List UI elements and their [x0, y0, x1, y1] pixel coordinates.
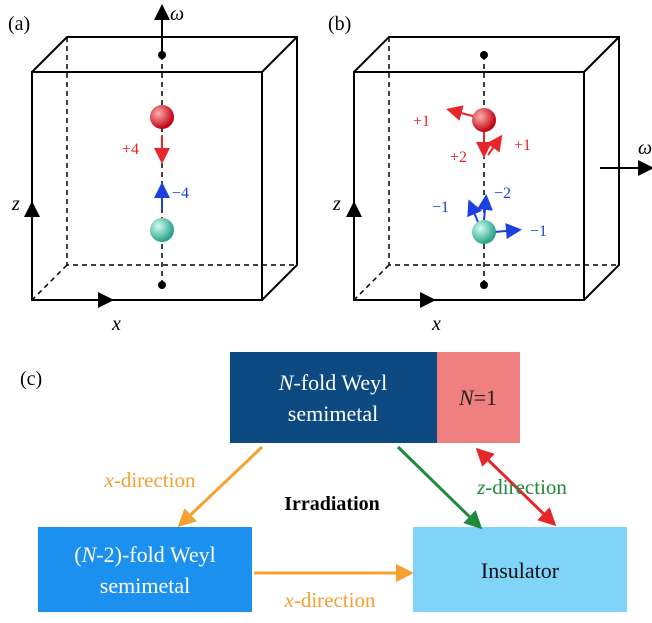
axis-label: ω — [638, 137, 652, 159]
weyl-node-red — [472, 108, 496, 132]
node-label: N-fold Weyl — [278, 370, 387, 395]
charge: −1 — [530, 223, 547, 240]
panel-b — [354, 37, 650, 300]
charge: +1 — [413, 113, 430, 130]
node-label: (N-2)-fold Weyl — [74, 542, 215, 567]
node-label: semimetal — [100, 573, 190, 598]
hidden-edges — [32, 37, 297, 300]
node-box — [38, 527, 252, 612]
dot — [158, 281, 166, 289]
weyl-node-red — [150, 105, 174, 129]
axis-label: z — [11, 193, 20, 215]
panel-label: (a) — [8, 13, 30, 35]
edge-label: x-direction — [284, 588, 376, 612]
box — [32, 37, 297, 300]
node-label: semimetal — [288, 401, 378, 426]
axis-label: ω — [170, 3, 184, 25]
charge: −2 — [494, 185, 511, 202]
figure: (a) ω z x +4 −4 (b) ω z x +1 +2 +1 −1 −2… — [0, 0, 652, 623]
charge: −4 — [172, 185, 189, 202]
edge-label: x-direction — [104, 468, 196, 492]
dot — [480, 281, 488, 289]
dot — [480, 51, 488, 59]
node-label: Insulator — [481, 558, 560, 583]
center-label: Irradiation — [284, 493, 380, 515]
weyl-node-green — [150, 218, 174, 242]
axis-label: x — [431, 313, 441, 335]
node-box — [230, 352, 437, 443]
charge: +1 — [514, 137, 531, 154]
charge: −1 — [432, 199, 449, 216]
hidden-edges — [354, 37, 619, 300]
charge: +2 — [450, 149, 467, 166]
edge-label: z-direction — [476, 475, 567, 499]
axis-label: x — [111, 313, 121, 335]
node-label: N=1 — [458, 385, 497, 410]
box — [354, 37, 619, 300]
panel-label: (b) — [328, 13, 351, 35]
weyl-node-green — [472, 220, 496, 244]
panel-label: (c) — [20, 368, 42, 390]
dot — [158, 51, 166, 59]
axis-label: z — [332, 193, 341, 215]
panel-a — [32, 8, 297, 300]
charge: +4 — [122, 141, 139, 158]
